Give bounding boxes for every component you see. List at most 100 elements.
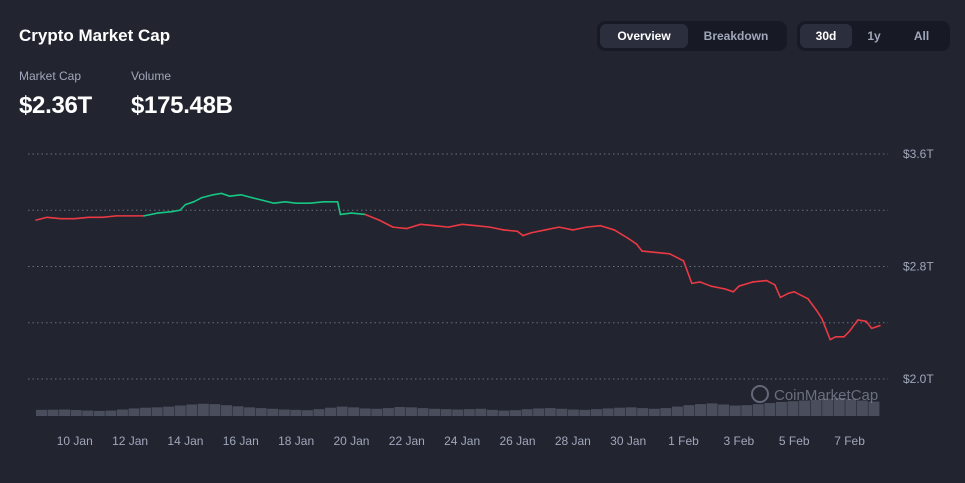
line-segment-8: [143, 212, 159, 217]
volume-bar-25: [325, 407, 337, 416]
line-segment-31: [392, 226, 408, 230]
volume-bar-27: [348, 407, 360, 416]
line-segment-66: [793, 291, 809, 300]
volume-bar-38: [475, 408, 487, 416]
line-segment-40: [516, 230, 524, 237]
line-segment-28: [350, 212, 367, 216]
volume-bar-49: [602, 408, 614, 416]
line-segment-76: [870, 324, 881, 330]
volume-bar-29: [371, 408, 383, 416]
volume-bar-44: [544, 408, 556, 416]
volume-bar-26: [336, 406, 348, 416]
volume-bar-31: [394, 407, 406, 416]
volume-label: Volume: [131, 69, 172, 83]
line-segment-64: [779, 292, 790, 299]
line-segment-22: [284, 201, 297, 205]
volume-bar-39: [486, 409, 498, 416]
volume-bar-60: [729, 405, 741, 416]
volume-bar-5: [93, 410, 105, 416]
volume-bar-57: [695, 404, 706, 416]
line-segment-24: [309, 201, 325, 205]
volume-bar-34: [429, 408, 441, 416]
volume-bar-51: [625, 407, 637, 416]
volume-bar-28: [359, 408, 371, 416]
volume-bar-45: [556, 408, 568, 416]
volume-bar-65: [787, 401, 799, 416]
volume-bar-24: [313, 409, 325, 416]
volume-bar-68: [822, 398, 834, 416]
view-toggle: Overview Breakdown: [597, 21, 787, 51]
x-tick-label-8: 26 Jan: [499, 434, 535, 448]
range-30d-button[interactable]: 30d: [800, 24, 852, 48]
volume-bar-33: [417, 408, 429, 416]
volume-bar-7: [116, 409, 128, 416]
x-tick-label-1: 12 Jan: [112, 434, 148, 448]
line-segment-65: [787, 291, 796, 295]
line-segment-3: [73, 216, 90, 220]
line-segment-56: [699, 281, 713, 287]
y-tick-label-2: $2.0T: [903, 372, 934, 386]
volume-bar-41: [510, 410, 521, 416]
card-title: Crypto Market Cap: [19, 26, 171, 45]
x-tick-label-11: 1 Feb: [668, 434, 699, 448]
volume-bar-12: [174, 405, 186, 416]
line-segment-62: [765, 279, 776, 286]
volume-bar-61: [741, 405, 753, 416]
market-cap-stat: Market Cap $2.36T: [19, 69, 92, 120]
volume-bar-19: [255, 408, 267, 416]
line-segment-58: [724, 288, 735, 293]
line-segment-45: [572, 226, 588, 231]
line-segment-67: [807, 298, 818, 311]
line-segment-41: [522, 231, 533, 237]
x-tick-label-13: 5 Feb: [779, 434, 810, 448]
coinmarketcap-logo-icon: [751, 385, 769, 403]
volume-bar-6: [105, 410, 117, 416]
volume-bar-3: [70, 410, 82, 416]
line-segment-13: [192, 196, 203, 203]
range-1y-button[interactable]: 1y: [867, 29, 881, 43]
line-segment-60: [738, 281, 754, 287]
range-all-button[interactable]: All: [913, 29, 930, 43]
line-segment-5: [101, 215, 118, 219]
line-segment-38: [489, 226, 505, 231]
x-tick-label-7: 24 Jan: [444, 434, 480, 448]
volume-bar-17: [232, 406, 244, 416]
line-segment-54: [682, 260, 693, 285]
volume-bar-35: [440, 409, 452, 416]
volume-bar-43: [533, 408, 545, 416]
x-tick-label-0: 10 Jan: [57, 434, 93, 448]
line-segment-37: [475, 224, 491, 228]
line-segment-32: [406, 223, 422, 230]
line-segment-61: [751, 279, 768, 283]
tab-overview[interactable]: Overview: [600, 24, 688, 48]
volume-bar-20: [267, 408, 279, 416]
volume-bar-63: [764, 403, 776, 416]
line-segment-74: [857, 319, 867, 323]
volume-bar-58: [706, 403, 718, 416]
market-cap-label: Market Cap: [19, 69, 82, 83]
volume-bar-47: [579, 409, 591, 416]
line-segment-44: [558, 226, 574, 231]
x-tick-label-9: 28 Jan: [555, 434, 591, 448]
volume-bar-15: [209, 404, 221, 416]
volume-bar-18: [244, 407, 256, 416]
volume-bar-4: [82, 410, 94, 416]
line-segment-26: [336, 201, 342, 216]
tab-breakdown[interactable]: Breakdown: [703, 29, 769, 43]
watermark-text: CoinMarketCap: [774, 387, 878, 404]
volume-bar-10: [151, 407, 163, 416]
line-segment-29: [364, 213, 380, 221]
x-tick-label-10: 30 Jan: [610, 434, 646, 448]
volume-bar-55: [671, 406, 683, 416]
market-cap-value: $2.36T: [19, 92, 92, 119]
line-segment-59: [732, 285, 740, 293]
volume-bar-37: [463, 409, 475, 416]
volume-bar-0: [36, 409, 47, 416]
line-segment-36: [461, 223, 477, 227]
volume-value: $175.48B: [131, 92, 233, 119]
volume-bar-50: [614, 407, 626, 416]
volume-bar-52: [637, 408, 649, 416]
line-segment-52: [655, 251, 671, 255]
